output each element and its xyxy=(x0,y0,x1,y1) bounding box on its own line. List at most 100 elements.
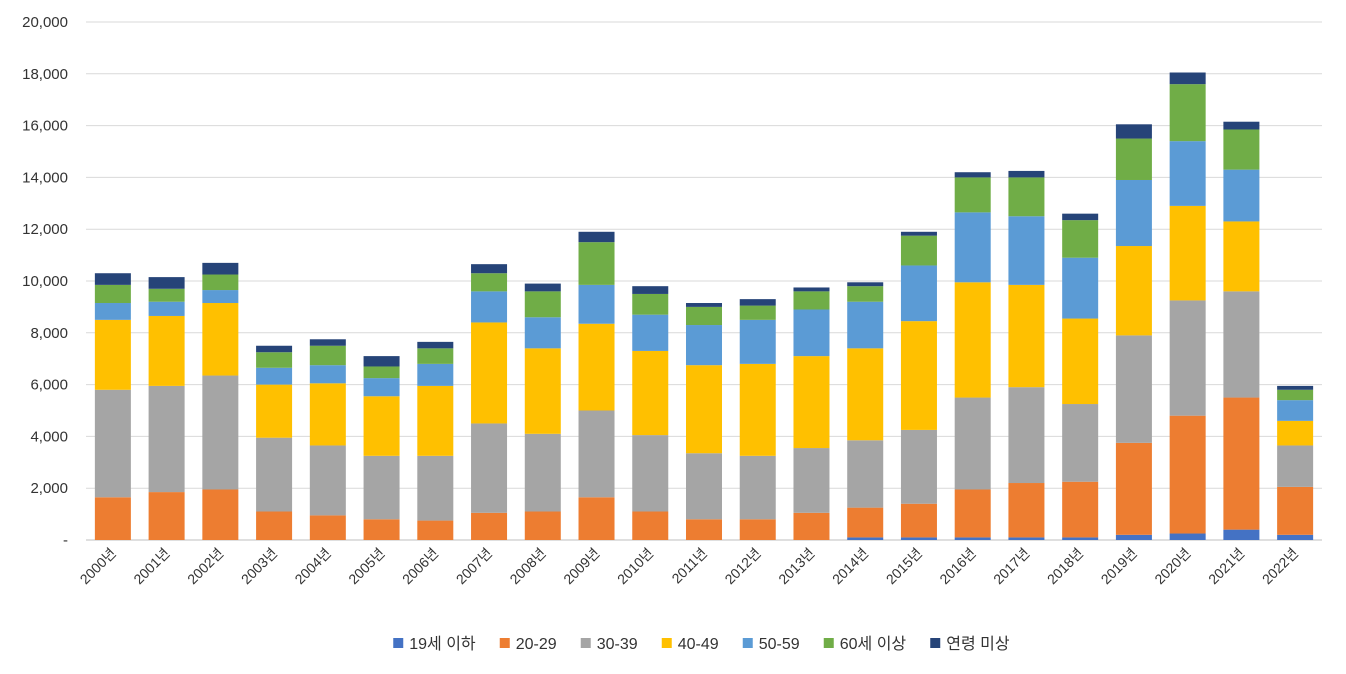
legend-label: 20-29 xyxy=(516,636,557,653)
legend-swatch xyxy=(823,638,834,648)
y-tick-label: 2,000 xyxy=(30,480,68,497)
x-axis-ticks: 2000년 2001년 2002년 2003년 2004년 2005년 2006년 2007년… xyxy=(77,545,1302,587)
bar-segment xyxy=(363,378,400,397)
y-tick-label: - xyxy=(63,532,68,549)
bar-segment xyxy=(309,365,346,384)
bar-segment xyxy=(847,282,884,287)
x-tick-label: 2002년 xyxy=(184,545,226,587)
bar-segment xyxy=(524,317,561,349)
x-tick-label: 2019년 xyxy=(1098,545,1140,587)
legend-swatch xyxy=(661,638,672,648)
bar-segment xyxy=(1223,121,1260,130)
bar-segment xyxy=(148,288,185,302)
bar-segment xyxy=(256,345,293,353)
bar-segment xyxy=(1008,170,1045,178)
x-tick-label: 2007년 xyxy=(453,545,495,587)
bar-segment xyxy=(417,348,454,364)
bar-segment xyxy=(524,283,561,292)
bar-segment xyxy=(954,212,991,283)
bar-segment xyxy=(202,274,239,291)
x-tick-label: 2015년 xyxy=(883,545,925,587)
x-tick-label: 2001년 xyxy=(130,545,172,587)
bar-segment xyxy=(1277,420,1314,446)
x-tick-label: 2012년 xyxy=(721,545,763,587)
y-tick-label: 18,000 xyxy=(22,66,68,83)
bar-segment xyxy=(148,301,185,316)
bar-segment xyxy=(1008,177,1045,217)
x-tick-label: 2018년 xyxy=(1044,545,1086,587)
x-tick-label: 2000년 xyxy=(77,545,119,587)
bar-segment xyxy=(847,507,884,538)
bar-segment xyxy=(1169,141,1206,206)
bar-segment xyxy=(471,264,508,274)
bar-segment xyxy=(1062,404,1099,482)
bar-segment xyxy=(471,512,508,540)
bar-segment xyxy=(202,375,239,490)
legend-swatch xyxy=(580,638,591,648)
bar-segment xyxy=(256,511,293,540)
bar-segment xyxy=(578,497,615,540)
legend-label: 50-59 xyxy=(759,636,800,653)
bar-segment xyxy=(739,363,776,456)
bar-segment xyxy=(1115,179,1152,247)
y-axis-ticks: - 2,000 4,000 6,000 8,000 10,000 12,000 14,000 1… xyxy=(22,14,68,549)
bar-segment xyxy=(1277,389,1314,401)
bar-segment xyxy=(1223,221,1260,292)
x-tick-label: 2011년 xyxy=(668,545,710,587)
bar-segment xyxy=(685,303,723,307)
legend-swatch xyxy=(393,638,404,648)
bar-segment xyxy=(202,262,239,275)
bar-segment xyxy=(632,511,669,540)
bar-segment xyxy=(309,515,346,540)
y-tick-label: 12,000 xyxy=(22,221,68,238)
bar-segment xyxy=(417,455,454,521)
bar-segment xyxy=(471,273,508,292)
bar-segment xyxy=(256,352,293,368)
bar-segment xyxy=(1169,415,1206,534)
bar-segment xyxy=(954,177,991,213)
bar-segment xyxy=(202,303,239,376)
bar-segment xyxy=(148,315,185,386)
bar-segment xyxy=(954,397,991,490)
bar-segment xyxy=(309,383,346,446)
bar-segment xyxy=(685,325,723,366)
bar-segment xyxy=(1169,72,1206,85)
bar-segment xyxy=(847,348,884,441)
bar-segment xyxy=(256,437,293,512)
x-tick-label: 2005년 xyxy=(345,545,387,587)
y-tick-label: 4,000 xyxy=(30,428,68,445)
bar-segment xyxy=(793,448,830,513)
bar-segment xyxy=(1062,220,1099,258)
bar-segment xyxy=(94,497,131,540)
y-tick-label: 8,000 xyxy=(30,325,68,342)
bar-segment xyxy=(417,341,454,349)
bar-segment xyxy=(847,440,884,508)
y-tick-label: 20,000 xyxy=(22,14,68,31)
bar-segment xyxy=(685,306,723,326)
bar-segment xyxy=(1169,84,1206,142)
bar-segment xyxy=(685,519,723,540)
bar-segment xyxy=(578,284,615,324)
x-tick-label: 2010년 xyxy=(614,545,656,587)
bar-segment xyxy=(1277,534,1314,540)
x-tick-label: 2008년 xyxy=(506,545,548,587)
bar-segment xyxy=(202,290,239,304)
bar-segment xyxy=(1277,486,1314,535)
bar-segment xyxy=(793,309,830,357)
bar-segment xyxy=(739,455,776,520)
bar-segment xyxy=(793,356,830,449)
x-tick-label: 2021년 xyxy=(1205,545,1247,587)
bar-segment xyxy=(1169,533,1206,540)
bar-segment xyxy=(94,389,131,498)
bar-segment xyxy=(363,455,400,520)
y-tick-label: 14,000 xyxy=(22,169,68,186)
y-tick-label: 6,000 xyxy=(30,377,68,394)
bar-segment xyxy=(309,345,346,366)
bar-segment xyxy=(900,235,937,266)
bar-segment xyxy=(94,303,131,320)
y-tick-label: 10,000 xyxy=(22,273,68,290)
bar-segment xyxy=(1008,216,1045,285)
bar-segment xyxy=(524,291,561,318)
bar-segment xyxy=(847,286,884,302)
